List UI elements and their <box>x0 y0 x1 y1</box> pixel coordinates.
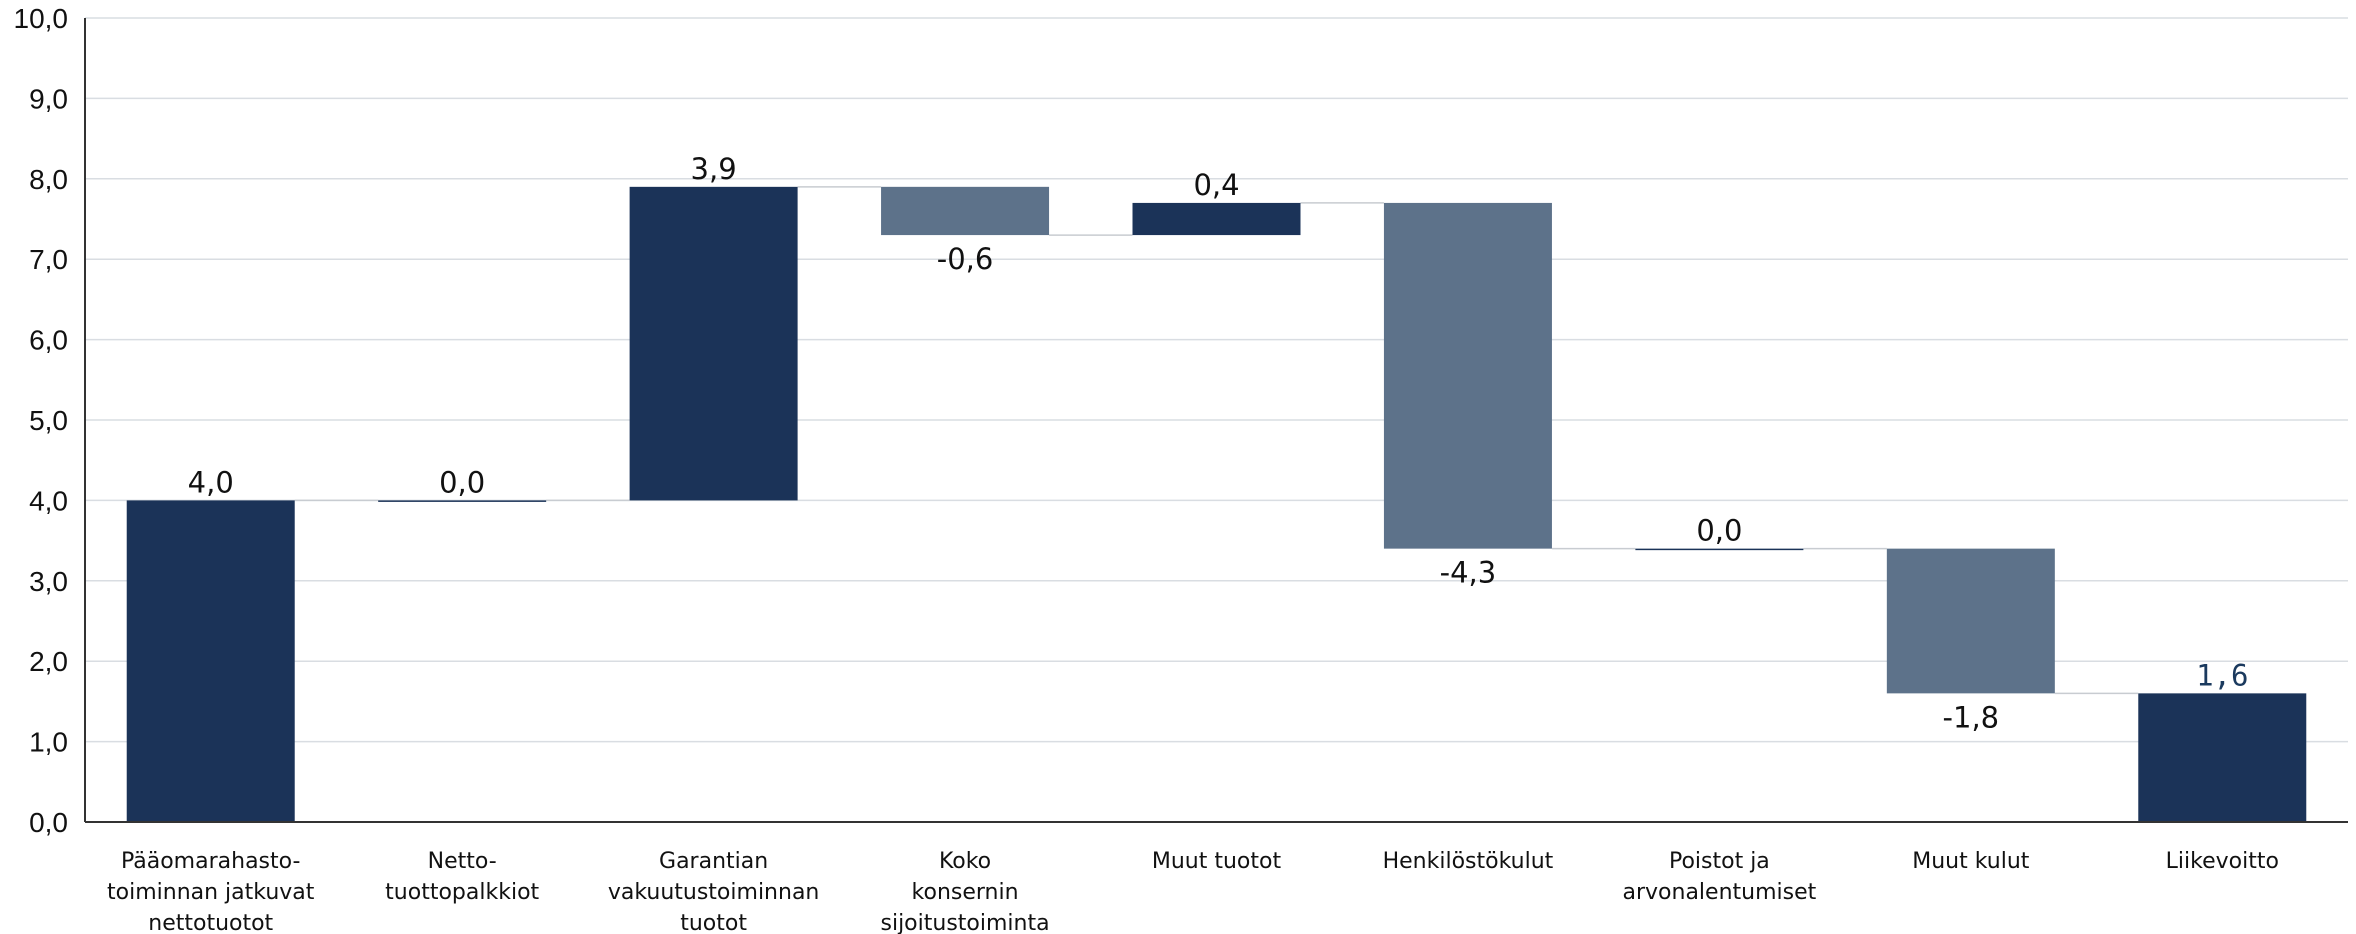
category-label-line: tuottopalkkiot <box>385 880 539 905</box>
bar <box>1383 202 1552 549</box>
category-label-line: Muut kulut <box>1912 849 2030 874</box>
connector-lines <box>294 186 2139 695</box>
category-label: Koko konsernin sijoitustoiminta <box>881 849 1050 934</box>
y-tick-label: 8,0 <box>29 164 68 195</box>
bar <box>126 500 295 822</box>
category-label-line: konsernin <box>912 880 1019 905</box>
category-label: Pääomarahasto-toiminnan jatkuvat nettotuo… <box>107 849 315 934</box>
bar <box>881 186 1050 236</box>
y-tick-label: 4,0 <box>29 485 68 516</box>
bar <box>1132 202 1301 236</box>
data-label: 3,9 <box>691 152 737 186</box>
data-label: 0,0 <box>1696 514 1742 548</box>
y-tick-label: 0,0 <box>29 807 68 838</box>
category-label-line: Pääomarahasto- <box>121 849 300 874</box>
y-tick-label: 9,0 <box>29 83 68 114</box>
category-label-line: Muut tuotot <box>1152 849 1282 874</box>
category-label-line: arvonalentumiset <box>1623 880 1817 905</box>
category-label-line: Koko <box>939 849 991 874</box>
category-label-line: nettotuotot <box>148 911 273 934</box>
y-tick-labels: 0,0 1,0 2,0 3,0 4,0 5,0 6,0 7,0 8,0 9,0 10,0 <box>14 3 69 838</box>
category-label: Muut kulut <box>1912 849 2030 874</box>
bar <box>1886 548 2055 694</box>
category-label-line: Netto- <box>428 849 497 874</box>
category-label-line: Garantian <box>659 849 768 874</box>
category-label-line: vakuutustoiminnan <box>608 880 820 905</box>
category-label: Netto-tuottopalkkiot <box>385 849 539 905</box>
y-tick-label: 7,0 <box>29 244 68 275</box>
category-label-line: tuotot <box>680 911 747 934</box>
category-label-line: Liikevoitto <box>2166 849 2279 874</box>
data-label: -0,6 <box>937 242 994 276</box>
data-label: 1,6 <box>2196 658 2248 692</box>
data-labels: 4,0 0,0 3,9 -0,6 0,4 -4,3 0,0 -1,8 1,6 <box>188 152 2249 735</box>
y-tick-label: 1,0 <box>29 727 68 758</box>
category-label: Muut tuotot <box>1152 849 1282 874</box>
category-labels: Pääomarahasto-toiminnan jatkuvat nettotuo… <box>107 849 2279 934</box>
data-label: 4,0 <box>188 465 234 499</box>
category-label: Liikevoitto <box>2166 849 2279 874</box>
data-label: -4,3 <box>1440 556 1497 590</box>
data-label: 0,4 <box>1193 168 1239 202</box>
category-label: Garantian vakuutustoiminnan tuotot <box>608 849 820 934</box>
category-label: Poistot ja arvonalentumiset <box>1623 849 1817 905</box>
y-tick-label: 2,0 <box>29 646 68 677</box>
y-tick-label: 10,0 <box>14 3 69 34</box>
y-tick-label: 5,0 <box>29 405 68 436</box>
y-tick-label: 3,0 <box>29 566 68 597</box>
category-label-line: sijoitustoiminta <box>881 911 1050 934</box>
bars <box>126 186 2307 822</box>
bar <box>378 500 547 502</box>
bar <box>629 186 798 501</box>
category-label: Henkilöstökulut <box>1383 849 1554 874</box>
category-label-line: Poistot ja <box>1669 849 1770 874</box>
axes <box>84 18 2348 823</box>
category-label-line: toiminnan jatkuvat <box>107 880 315 905</box>
data-label: -1,8 <box>1943 700 2000 734</box>
data-label: 0,0 <box>439 465 485 499</box>
bar <box>1635 548 1804 551</box>
bar <box>2138 693 2307 822</box>
category-label-line: Henkilöstökulut <box>1383 849 1554 874</box>
y-tick-label: 6,0 <box>29 325 68 356</box>
